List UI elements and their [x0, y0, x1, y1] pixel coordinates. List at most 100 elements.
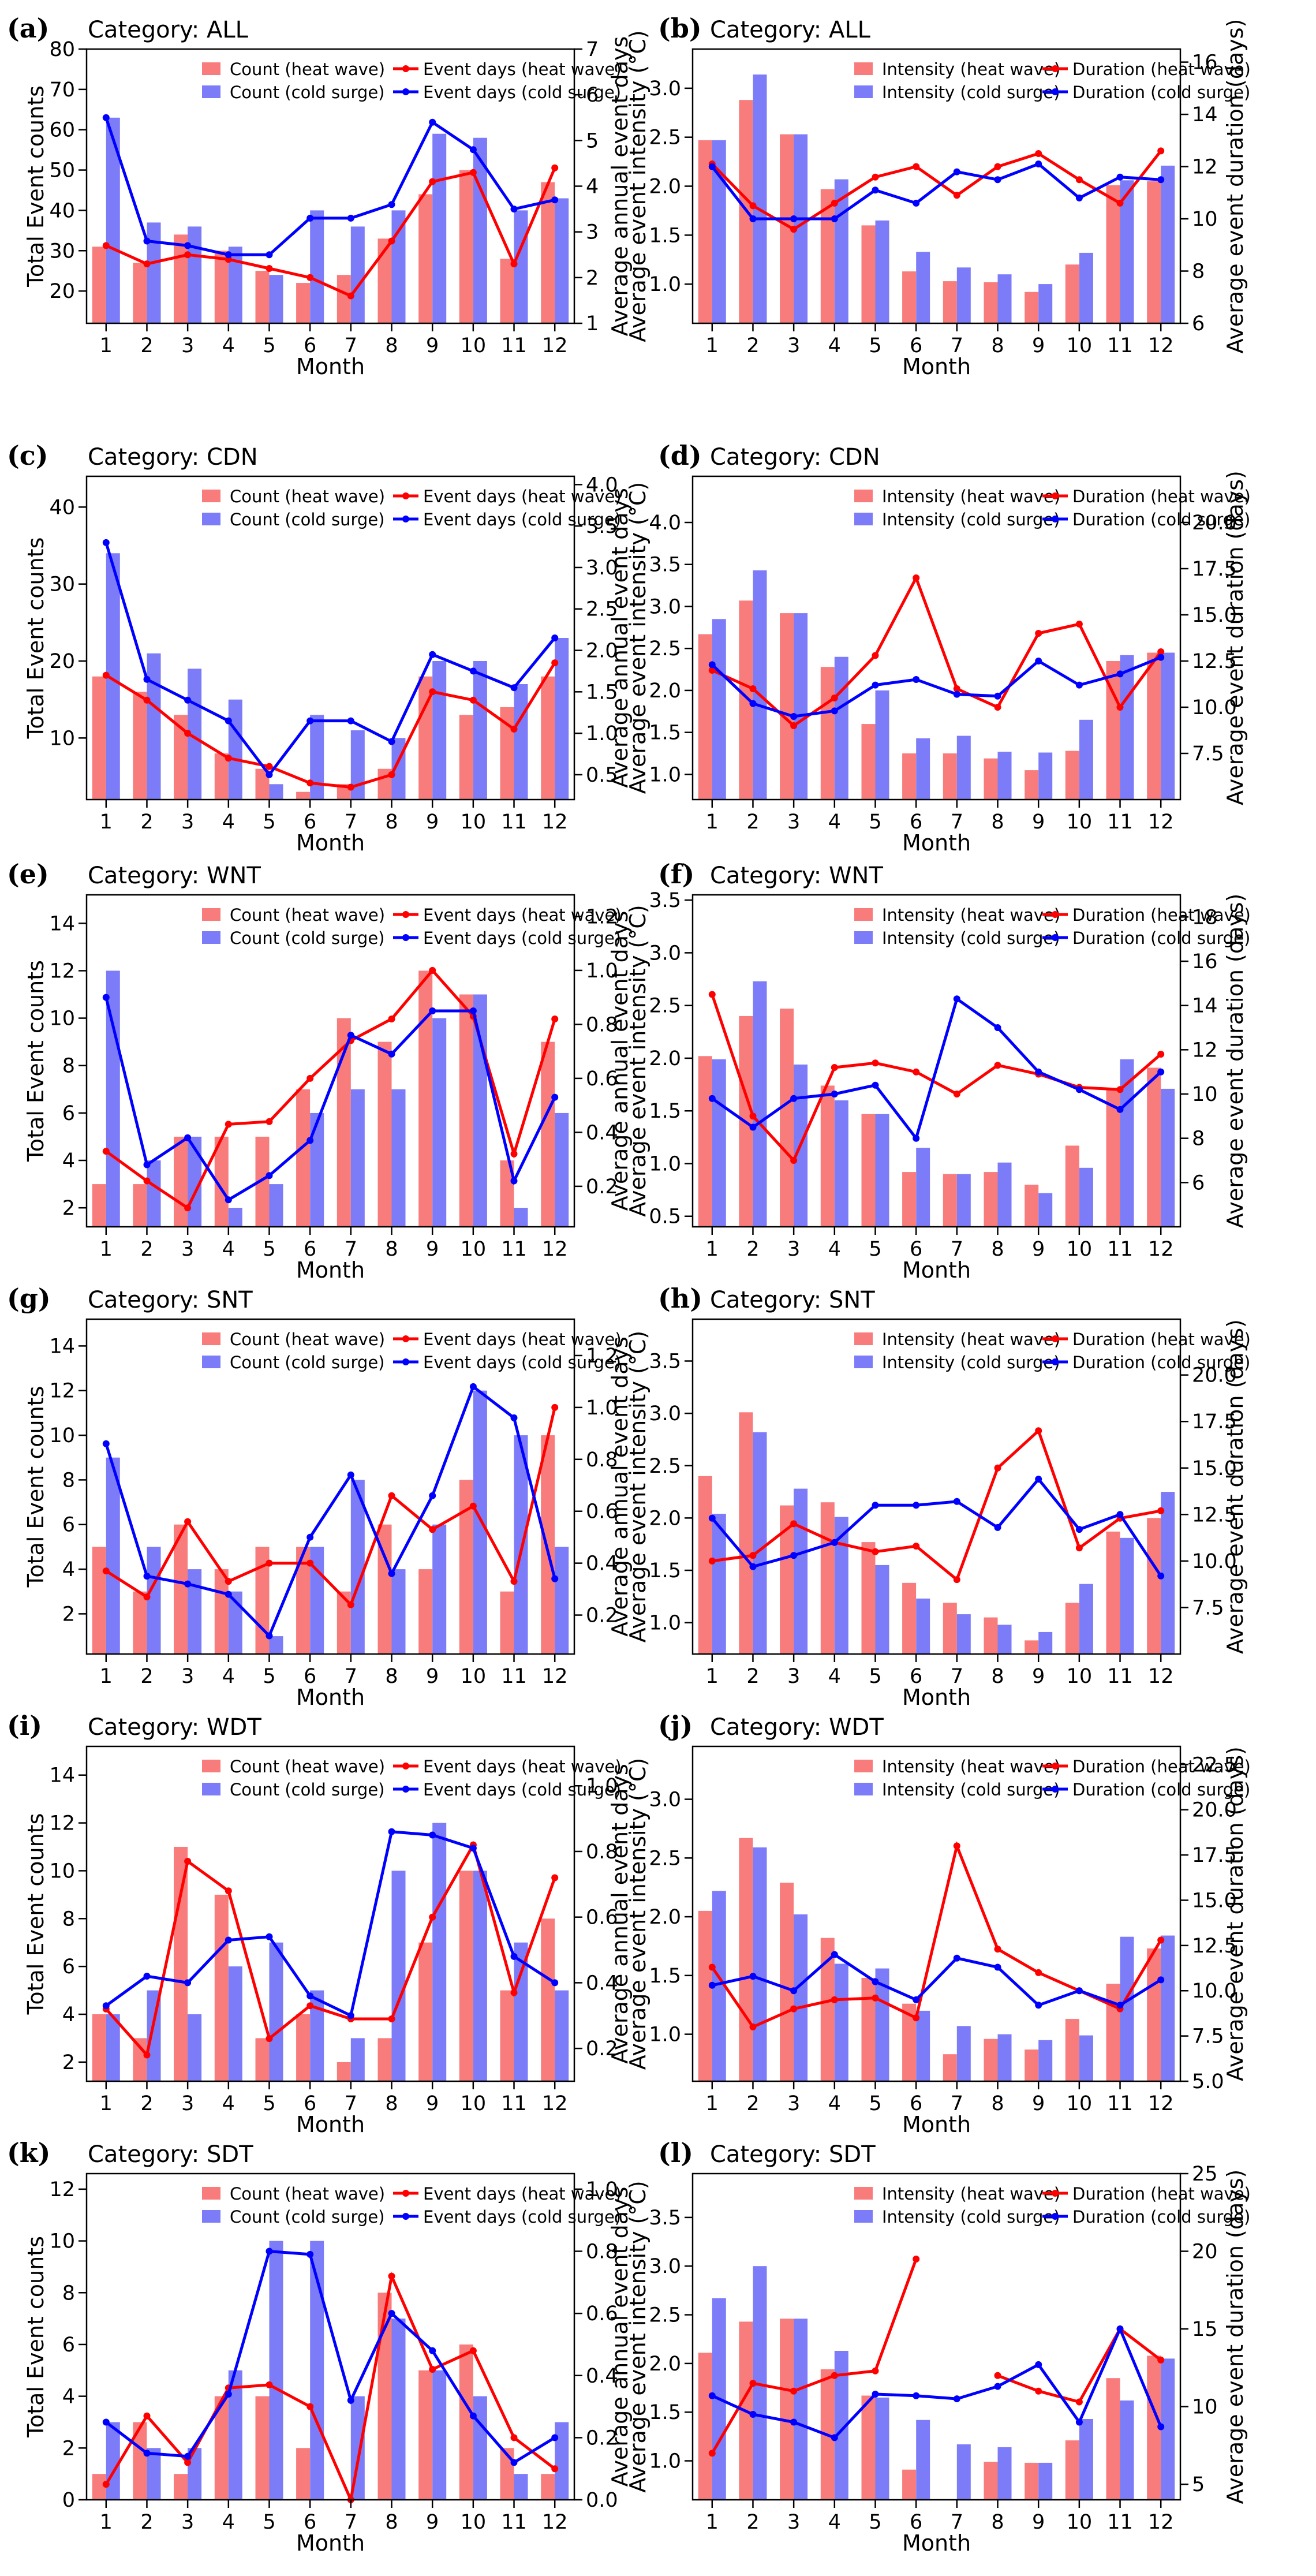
bar [1079, 2419, 1093, 2500]
data-point [913, 2014, 920, 2022]
x-tick-label: 10 [1067, 334, 1093, 357]
data-point [388, 1828, 395, 1835]
x-tick-label: 4 [222, 2092, 235, 2115]
y-right-tick-label: 1.2 [586, 1345, 618, 1368]
x-tick-label: 3 [787, 1665, 800, 1688]
data-point [994, 1464, 1001, 1472]
y-tick-label: 1.0 [649, 2024, 681, 2047]
series-line [711, 2258, 918, 2454]
y-right-tick-label: 20.0 [1192, 1799, 1237, 1822]
bar [188, 2014, 202, 2081]
data-point [790, 2387, 798, 2395]
y-tick-label: 10 [49, 1860, 75, 1883]
data-point [551, 2465, 559, 2473]
y-axis-label: Average event intensity (°C) [625, 30, 650, 342]
data-point [953, 1842, 960, 1850]
data-point [953, 1954, 960, 1962]
y-tick-label: 1.0 [649, 2450, 681, 2473]
chart-title: Category: WNT [710, 863, 883, 889]
data-point [551, 1979, 559, 1987]
legend-label: Event days (cold surge) [423, 83, 621, 102]
x-tick-label: 8 [991, 334, 1004, 357]
bar [834, 656, 848, 800]
y-tick-label: 2.5 [649, 2304, 681, 2327]
data-point [953, 690, 960, 698]
data-point [913, 163, 920, 170]
legend-swatch [202, 1760, 220, 1772]
x-tick-label: 1 [100, 2092, 113, 2115]
bar [514, 684, 528, 800]
x-tick-label: 11 [1107, 2511, 1133, 2534]
x-tick-label: 9 [426, 2092, 439, 2115]
series-line [105, 167, 556, 298]
y-tick-label: 10 [49, 2230, 75, 2253]
bar [753, 570, 767, 800]
x-tick-label: 3 [787, 1238, 800, 1261]
bar [1161, 165, 1175, 323]
bar [541, 676, 555, 800]
legend-marker [1052, 911, 1059, 918]
data-point [749, 215, 757, 222]
data-point [790, 1987, 798, 1995]
legend-swatch [202, 85, 220, 98]
data-point [1157, 147, 1165, 155]
y-tick-label: 3.0 [649, 1789, 681, 1812]
bar [1079, 252, 1093, 323]
data-point [429, 178, 436, 185]
data-point [143, 1161, 151, 1168]
y-tick-label: 6 [62, 2334, 75, 2357]
series-line [104, 1841, 556, 2058]
data-point [551, 1575, 559, 1582]
data-point [143, 260, 151, 268]
y-tick-label: 20 [49, 280, 75, 303]
legend-label: Intensity (heat wave) [882, 1757, 1060, 1776]
data-point [266, 265, 273, 272]
legend-swatch [202, 513, 220, 525]
x-tick-label: 10 [1067, 1665, 1093, 1688]
y-right-tick-label: 2.5 [586, 598, 618, 621]
axes-frame [85, 2172, 575, 2501]
bar [1065, 751, 1079, 800]
y-tick-label: 50 [49, 159, 75, 182]
y-right-tick-label: 6 [586, 84, 599, 107]
legend-label: Intensity (heat wave) [882, 487, 1060, 506]
data-point [1075, 2398, 1083, 2406]
legend-label: Event days (heat wave) [423, 905, 622, 925]
data-point [1075, 1086, 1083, 1093]
data-point [1157, 176, 1165, 184]
bar [459, 2344, 473, 2500]
legend-swatch [202, 2187, 220, 2200]
x-axis-label: Month [902, 354, 971, 379]
legend-label: Intensity (cold surge) [882, 83, 1060, 102]
x-tick-label: 6 [910, 811, 922, 834]
y-axis-label: Total Event counts [23, 85, 48, 288]
x-tick-label: 10 [1067, 2092, 1093, 2115]
x-tick-label: 7 [345, 2511, 357, 2534]
series-line [711, 994, 1162, 1163]
data-point [102, 2002, 110, 2010]
y-axis-label: Average event intensity (°C) [625, 905, 650, 1216]
bar [834, 1963, 848, 2081]
bar [943, 1603, 957, 1654]
x-tick-label: 11 [1107, 2092, 1133, 2115]
bar [1147, 1067, 1161, 1227]
bar [350, 1089, 365, 1227]
bar [712, 619, 726, 800]
legend-swatch [854, 1332, 873, 1345]
x-tick-label: 2 [140, 1238, 153, 1261]
bar [92, 1547, 106, 1654]
x-tick-label: 6 [910, 334, 922, 357]
x-tick-label: 5 [869, 1238, 881, 1261]
series-line [105, 662, 556, 789]
x-tick-label: 3 [787, 2092, 800, 2115]
bar [753, 1432, 767, 1655]
y-tick-label: 2.0 [649, 176, 681, 199]
bar [1147, 1948, 1161, 2081]
data-point [347, 717, 354, 725]
y-tick-label: 2.0 [649, 1906, 681, 1929]
y-right-tick-label: 0.5 [586, 764, 618, 787]
data-point [266, 251, 273, 259]
y-right-tick-label: 18 [1192, 906, 1218, 929]
x-tick-label: 1 [706, 1665, 719, 1688]
series-line [711, 656, 1162, 718]
